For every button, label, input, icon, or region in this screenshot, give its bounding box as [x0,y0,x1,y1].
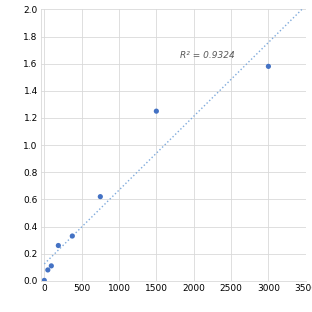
Point [49,263,54,268]
Point [45,267,50,272]
Text: R² = 0.9324: R² = 0.9324 [180,51,235,60]
Point [70,233,75,238]
Point [56,243,61,248]
Point [266,64,271,69]
Point [42,278,47,283]
Point [154,109,159,114]
Point [98,194,103,199]
